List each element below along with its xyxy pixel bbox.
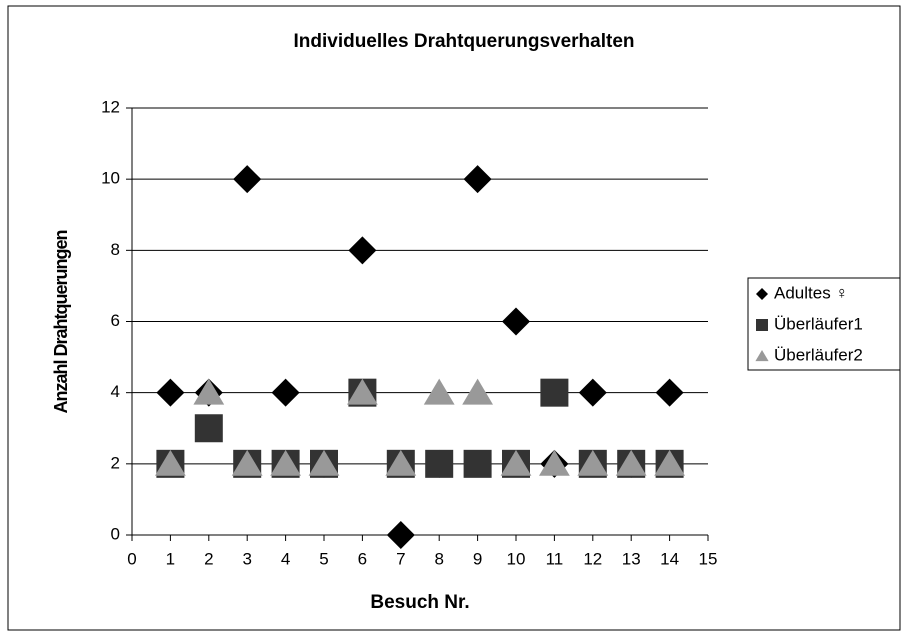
- legend-marker: [756, 319, 768, 331]
- point: [231, 449, 263, 476]
- legend-label: Adultes ♀: [774, 283, 848, 302]
- x-tick-label: 1: [166, 549, 175, 568]
- point: [347, 378, 378, 405]
- point: [462, 378, 493, 405]
- y-tick-label: 12: [101, 97, 120, 116]
- x-axis-label: Besuch Nr.: [370, 592, 469, 613]
- point: [463, 449, 492, 478]
- x-tick-label: 2: [204, 549, 213, 568]
- point: [308, 449, 340, 476]
- legend-label: Überläufer1: [774, 314, 863, 333]
- legend-marker: [756, 288, 768, 300]
- point: [193, 378, 225, 405]
- point: [425, 449, 454, 478]
- x-tick-label: 9: [473, 549, 482, 568]
- point: [502, 307, 530, 336]
- legend-label: Überläufer2: [774, 345, 863, 364]
- point: [500, 449, 532, 476]
- legend-marker: [755, 350, 769, 362]
- x-tick-label: 3: [242, 549, 251, 568]
- point: [578, 378, 607, 407]
- x-tick-label: 11: [546, 549, 564, 568]
- x-tick-label: 8: [434, 549, 443, 568]
- x-tick-label: 5: [319, 549, 328, 568]
- point: [615, 449, 647, 476]
- x-tick-label: 7: [396, 549, 405, 568]
- point: [577, 449, 609, 476]
- x-tick-label: 15: [699, 549, 718, 568]
- point: [348, 236, 377, 265]
- point: [271, 378, 300, 407]
- point: [423, 378, 455, 405]
- point: [539, 449, 570, 476]
- point: [155, 449, 186, 476]
- point: [386, 521, 415, 549]
- x-tick-label: 12: [583, 549, 602, 568]
- y-tick-label: 4: [111, 382, 120, 401]
- point: [654, 449, 685, 476]
- point: [385, 449, 417, 476]
- y-tick-label: 8: [111, 240, 120, 259]
- y-tick-label: 10: [101, 169, 120, 188]
- x-tick-label: 10: [507, 549, 526, 568]
- y-tick-label: 0: [111, 524, 120, 543]
- chart-title: Individuelles Drahtquerungsverhalten: [293, 31, 634, 52]
- y-tick-label: 6: [111, 311, 120, 330]
- x-tick-label: 13: [622, 549, 641, 568]
- x-tick-label: 6: [358, 549, 367, 568]
- x-tick-label: 14: [660, 549, 679, 568]
- y-tick-label: 2: [111, 453, 120, 472]
- y-axis-label: Anzahl Drahtquerungen: [51, 230, 71, 413]
- point: [463, 165, 492, 194]
- point: [194, 414, 223, 443]
- x-tick-label: 0: [127, 549, 136, 568]
- point: [540, 378, 569, 407]
- x-tick-label: 4: [281, 549, 290, 568]
- legend: [747, 277, 901, 371]
- point: [655, 378, 684, 407]
- point: [233, 165, 262, 194]
- point: [156, 378, 185, 407]
- point: [270, 449, 301, 476]
